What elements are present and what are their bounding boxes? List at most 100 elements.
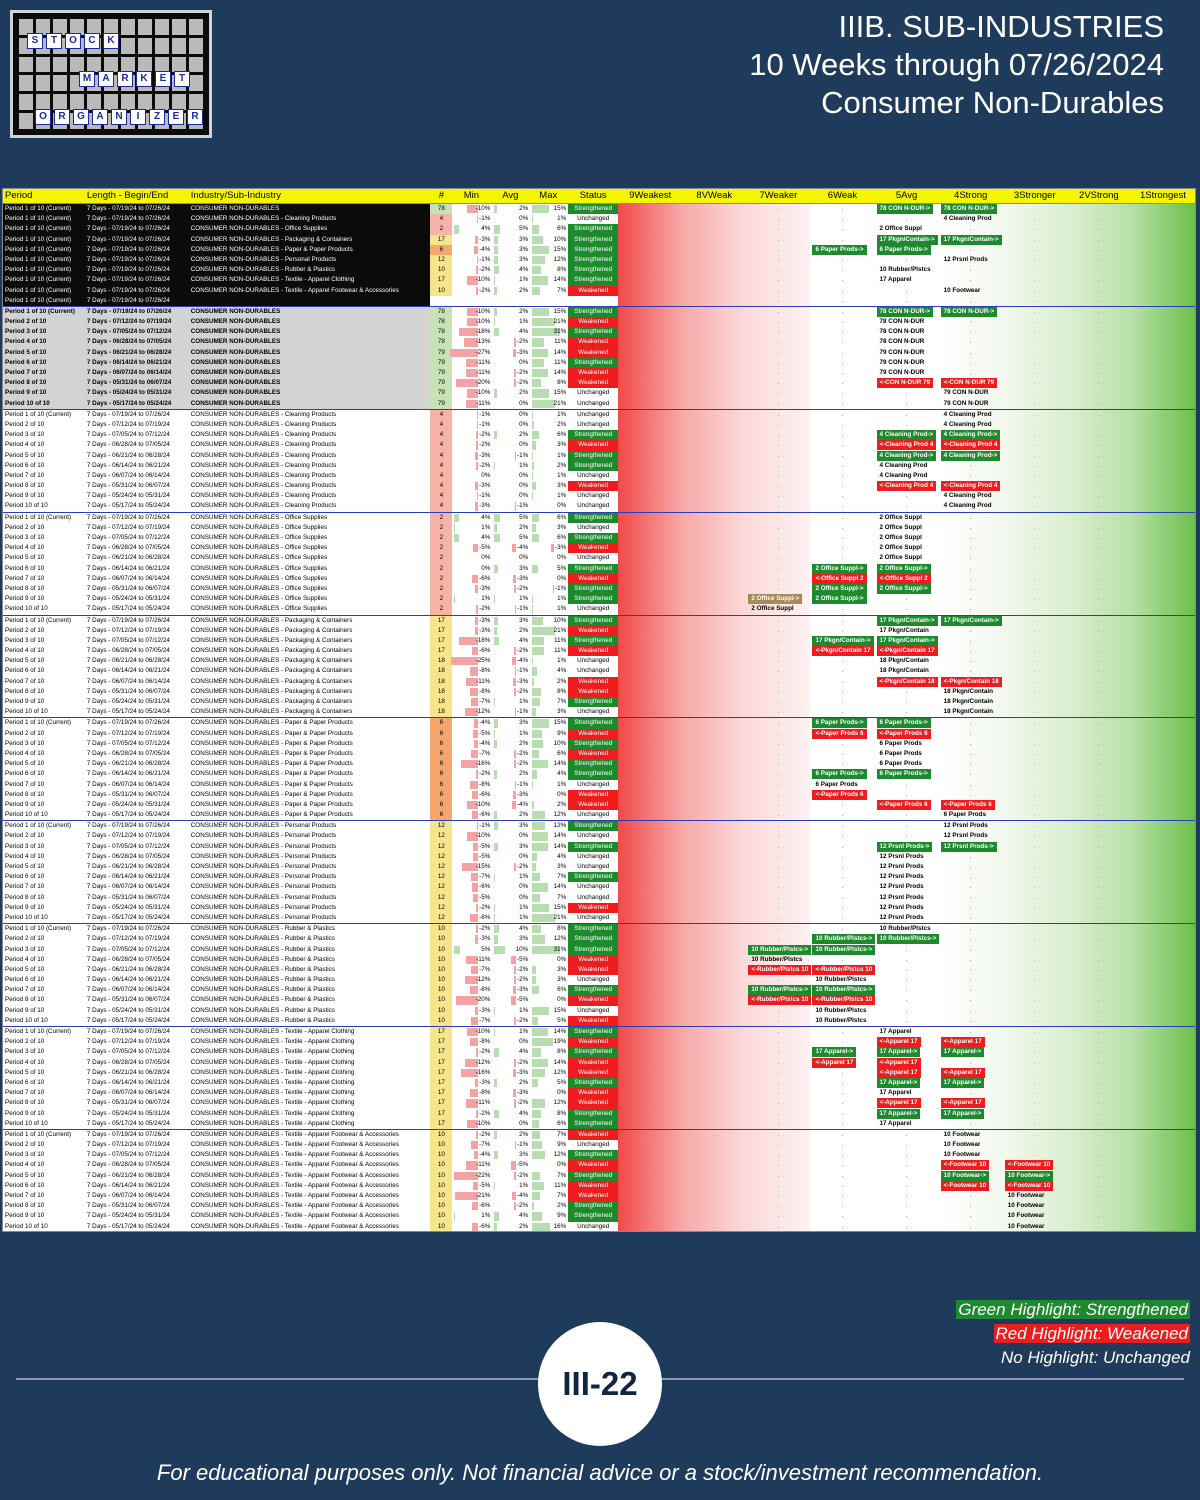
tier-cell-5: . [874,409,939,420]
tier-cell-7: . [746,1088,811,1099]
max-cell-bar [532,410,534,419]
min-cell-value: -2% [479,266,491,274]
status-cell: Weakened [568,1037,619,1048]
max-cell-value: 11% [554,636,567,644]
period-cell: Period 4 of 10 [5,441,45,449]
tier-cell-9: . [618,954,683,965]
rank-chip: 17 Apparel [879,276,912,284]
tier-dot: . [841,492,844,500]
tier-cell-6: . [810,295,875,306]
tier-cell-7: . [746,1067,811,1078]
avg-cell-bar [494,564,498,573]
rank-chip: 2 Office Suppl [879,544,922,552]
logo-letter: C [84,33,100,49]
tier-cell-3: . [1002,295,1067,306]
tier-dot: . [713,1151,716,1159]
tier-cell-8: . [682,419,747,431]
industry-cell: CONSUMER NON-DURABLES - Cleaning Product… [190,420,337,428]
max-cell-value: 3% [557,708,567,716]
tier-dot: . [1033,842,1036,850]
tier-cell-7: . [746,841,811,852]
tier-dot: . [713,1202,716,1210]
min-cell-bar [476,1130,479,1140]
rank-chip: 2 Office Suppl [879,523,922,531]
rank-chip: 10 Rubber/Plstcs [879,266,931,274]
tier-cell-1: . [1130,759,1195,770]
tier-dot: . [841,822,844,830]
tier-cell-8: . [682,470,747,482]
tier-dot: . [969,1192,972,1199]
tier-dot: . [841,328,844,336]
tier-cell-5: 18 Pkgn/Contain [874,666,939,677]
tier-cell-8: . [682,327,747,338]
rank-chip: 12 Prsnl Prods [879,883,924,891]
tier-cell-7: . [746,831,811,842]
tier-dot: . [1097,1119,1100,1127]
tier-dot: . [1162,1058,1164,1066]
tier-cell-4: 12 Prsnl Prods [938,821,1003,832]
tier-cell-8: . [682,357,747,368]
max-cell-bar [532,1141,543,1150]
tier-dot: . [1097,1099,1100,1107]
table-body: Period 1 of 10 (Current) 7 Days - 07/19/2… [3,204,1195,1231]
tier-cell-9: . [618,882,683,893]
tier-cell-4: . [938,1088,1003,1099]
tier-cell-9: . [618,676,683,687]
avg-cell-bar [494,1006,496,1015]
tier-dot: . [713,348,716,356]
tier-dot: . [1097,379,1100,387]
tier-cell-7: . [746,975,811,986]
tier-cell-2: . [1066,841,1131,852]
rank-chip: 10 Rubber/Plstcs [751,955,803,963]
tier-cell-7: . [746,347,811,358]
tier-cell-6: . [810,553,875,564]
tier-dot: . [777,205,780,212]
tier-dot: . [713,986,716,994]
tier-cell-7: . [746,388,811,399]
tier-dot: . [777,903,780,911]
status-cell: Unchanged [577,471,610,479]
tier-dot: . [649,873,652,881]
avg-cell-value: -4% [517,1192,529,1199]
tier-cell-2: . [1066,430,1131,441]
tier-dot: . [649,482,652,490]
min-cell: -1% [452,410,492,420]
avg-cell-value: 2% [519,1222,529,1230]
tier-cell-1: . [1130,851,1195,862]
rank-chip: 79 CON N-DUR [879,358,925,366]
max-cell-bar [532,379,542,388]
avg-cell-bar [514,863,517,872]
rank-chip: 4 Cleaning Prod [943,215,992,223]
tier-dot: . [1097,976,1100,984]
period-cell: Period 2 of 10 [5,729,45,737]
tier-dot: . [649,307,652,315]
tier-dot: . [1162,770,1164,778]
max-cell-value: 7% [557,1192,567,1199]
tier-dot: . [841,1202,844,1210]
status-cell: Strengthened [568,234,619,245]
avg-cell-value: 2% [519,626,529,634]
tier-cell-6: . [810,1150,875,1161]
min-cell-value: -6% [479,790,491,798]
tier-dot: . [969,245,972,253]
avg-cell-value: -1% [517,502,529,510]
min-cell-value: -5% [479,729,491,737]
tier-cell-1: . [1130,769,1195,780]
rank-chip: 10 Footwear [943,1141,981,1149]
min-cell: -16% [452,759,492,769]
avg-cell: 4% [492,1047,530,1057]
min-cell-value: -11% [476,955,491,963]
rank-chip: 4 Cleaning Prod [943,410,992,418]
tier-cell-4: <-Footwear 10 [938,1160,1003,1171]
tier-dot: . [1162,1028,1164,1035]
industry-cell: CONSUMER NON-DURABLES - Textile - Appare… [190,1171,399,1179]
status-cell: Strengthened [568,615,619,626]
tier-cell-9: . [618,275,683,286]
tier-dot: . [649,461,652,469]
tier-cell-3: . [1002,902,1067,913]
tier-cell-1: . [1130,398,1195,409]
tier-dot: . [713,667,716,675]
tier-dot: . [649,708,652,716]
status-cell: Weakened [568,728,619,739]
rank-chip: 18 Pkgn/Contain [943,708,993,716]
